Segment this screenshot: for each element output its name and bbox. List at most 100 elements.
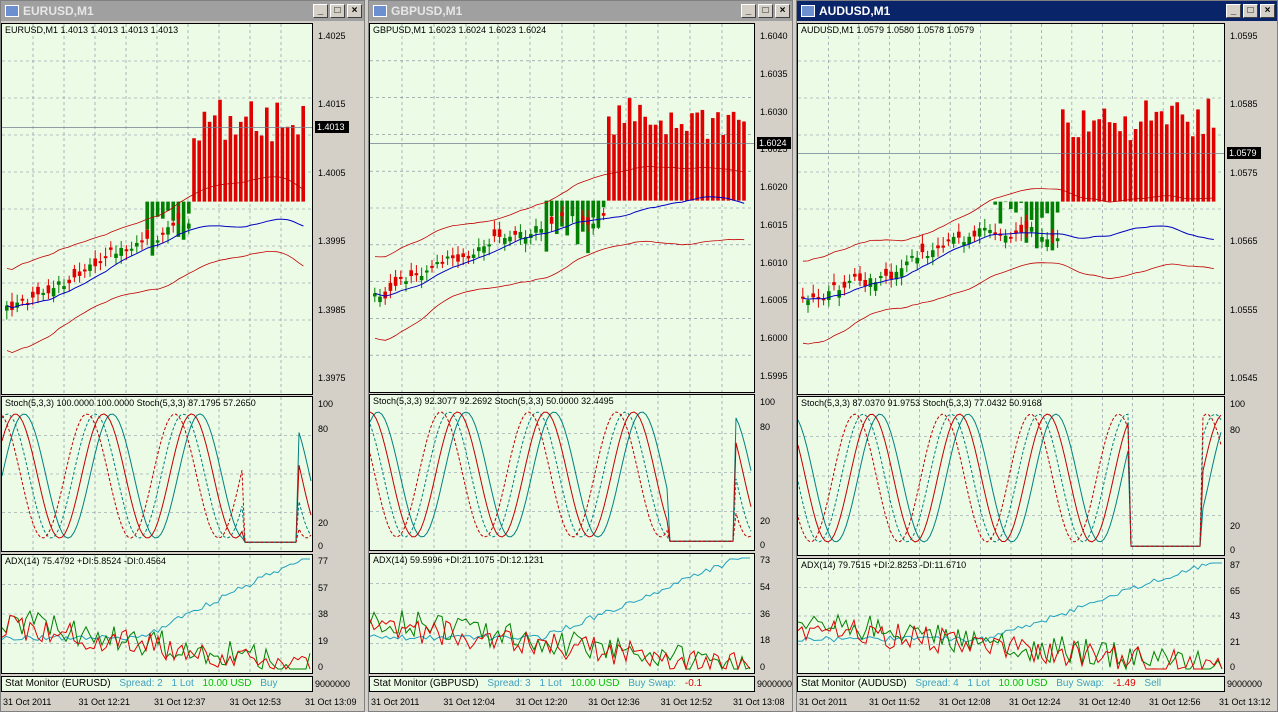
minimize-button[interactable]: _ bbox=[1226, 4, 1241, 18]
maximize-button[interactable]: □ bbox=[330, 4, 345, 18]
spread-value: Spread: 4 bbox=[915, 678, 959, 689]
price-chart-pane[interactable]: AUDUSD,M1 1.0579 1.0580 1.0578 1.0579 bbox=[797, 23, 1225, 395]
candle-body bbox=[440, 261, 445, 264]
price-tick-label: 1.6005 bbox=[760, 295, 788, 306]
window-titlebar[interactable]: EURUSD,M1 _ □ × bbox=[1, 1, 364, 21]
stochastic-tick-label: 80 bbox=[1230, 424, 1241, 435]
time-tick-label: 31 Oct 12:52 bbox=[660, 697, 713, 707]
candle-body bbox=[88, 264, 92, 271]
histogram-bar bbox=[685, 130, 689, 201]
histogram-bar bbox=[1055, 201, 1060, 213]
histogram-bar bbox=[607, 116, 611, 201]
histogram-bar bbox=[1118, 131, 1122, 202]
candle-body bbox=[889, 271, 893, 279]
time-axis[interactable]: 31 Oct 2011 31 Oct 12:04 31 Oct 12:20 31 Oc… bbox=[369, 697, 791, 711]
window-titlebar[interactable]: GBPUSD,M1 _ □ × bbox=[369, 1, 792, 21]
adx-pane[interactable]: ADX(14) 59.5996 +DI:21.1075 -DI:12.1231 bbox=[369, 553, 755, 674]
price-chart-pane[interactable]: EURUSD,M1 1.4013 1.4013 1.4013 1.4013 bbox=[1, 23, 313, 395]
candle-body bbox=[539, 229, 543, 233]
price-tick-label: 1.4025 bbox=[318, 31, 346, 41]
candle-body bbox=[518, 232, 523, 239]
price-axis[interactable]: 1.0595 1.0585 1.0575 1.0565 1.0555 1.0545 1.05… bbox=[1227, 23, 1277, 395]
histogram-bar bbox=[244, 116, 248, 202]
time-axis[interactable]: 31 Oct 2011 31 Oct 11:52 31 Oct 12:08 31 Oc… bbox=[797, 697, 1277, 711]
current-price-label: 1.6024 bbox=[757, 136, 791, 149]
stochastic-pane[interactable]: Stoch(5,3,3) 100.0000 100.0000 Stoch(5,3… bbox=[1, 396, 313, 552]
maximize-button[interactable]: □ bbox=[758, 4, 773, 18]
adx-tick-label: 57 bbox=[318, 582, 329, 593]
adx-tick-label: 65 bbox=[1230, 585, 1241, 596]
price-tick-label: 1.6020 bbox=[760, 182, 788, 193]
histogram-bar bbox=[249, 101, 253, 202]
histogram-bar bbox=[1185, 121, 1190, 202]
adx-axis: 87 65 43 21 0 bbox=[1227, 558, 1277, 674]
price-chart-svg bbox=[370, 24, 754, 392]
histogram-bar bbox=[1076, 137, 1081, 202]
histogram-bar bbox=[1071, 137, 1075, 202]
bollinger-upper-line bbox=[6, 176, 304, 270]
candle-body bbox=[67, 279, 71, 284]
adx-pane[interactable]: ADX(14) 75.4792 +DI:5.8524 -DI:0.4564 bbox=[1, 554, 313, 674]
adx-svg bbox=[798, 559, 1224, 673]
chart-window-gbpusd[interactable]: GBPUSD,M1 _ □ × GBPUSD,M1 1.6023 1.6024 … bbox=[368, 0, 793, 712]
candle-body bbox=[461, 253, 465, 258]
candle-body bbox=[983, 227, 987, 231]
adx-tick-label: 43 bbox=[1230, 611, 1241, 621]
adx-pane[interactable]: ADX(14) 79.7515 +DI:2.8253 -DI:11.6710 bbox=[797, 558, 1225, 674]
maximize-button[interactable]: □ bbox=[1243, 4, 1258, 18]
histogram-bar bbox=[1035, 201, 1039, 249]
moving-average-line bbox=[374, 196, 745, 297]
candle-body bbox=[445, 256, 450, 259]
swap-label: Buy bbox=[260, 678, 278, 689]
price-axis[interactable]: 1.4025 1.4015 1.4005 1.3995 1.3985 1.3975 1.40… bbox=[315, 23, 363, 395]
histogram-bar bbox=[207, 121, 212, 202]
plus-di-line bbox=[370, 610, 751, 671]
candle-body bbox=[456, 254, 460, 262]
time-axis[interactable]: 31 Oct 2011 31 Oct 12:21 31 Oct 12:37 31 Oc… bbox=[1, 697, 363, 711]
histogram-bar bbox=[591, 200, 595, 218]
histogram-bar bbox=[187, 201, 191, 214]
price-chart-pane[interactable]: GBPUSD,M1 1.6023 1.6024 1.6023 1.6024 bbox=[369, 23, 755, 393]
candle-body bbox=[894, 271, 899, 280]
time-tick-label: 31 Oct 12:20 bbox=[515, 697, 568, 707]
histogram-bar bbox=[690, 113, 694, 201]
chart-window-icon bbox=[373, 5, 387, 17]
stochastic-pane[interactable]: Stoch(5,3,3) 87.0370 91.9753 Stoch(5,3,3… bbox=[797, 396, 1225, 556]
stochastic-pane[interactable]: Stoch(5,3,3) 92.3077 92.2692 Stoch(5,3,3… bbox=[369, 394, 755, 551]
candle-body bbox=[962, 242, 966, 246]
close-button[interactable]: × bbox=[775, 4, 790, 18]
histogram-bar bbox=[998, 201, 1003, 224]
close-button[interactable]: × bbox=[347, 4, 362, 18]
price-tick-label: 1.4005 bbox=[318, 167, 346, 178]
candle-body bbox=[487, 244, 491, 247]
bollinger-lower-line bbox=[802, 262, 1214, 345]
time-tick-label: 31 Oct 12:21 bbox=[78, 697, 131, 707]
chart-window-eurusd[interactable]: EURUSD,M1 _ □ × EURUSD,M1 1.4013 1.4013 … bbox=[0, 0, 365, 712]
histogram-bar bbox=[601, 200, 606, 208]
close-button[interactable]: × bbox=[1260, 4, 1275, 18]
histogram-bar bbox=[612, 134, 616, 201]
window-titlebar[interactable]: AUDUSD,M1 _ □ × bbox=[797, 1, 1277, 21]
minimize-button[interactable]: _ bbox=[741, 4, 756, 18]
histogram-bar bbox=[633, 121, 637, 201]
histogram-bar bbox=[1003, 201, 1008, 203]
candle-body bbox=[1045, 239, 1049, 248]
time-tick-label: 31 Oct 12:37 bbox=[154, 697, 206, 707]
candle-body bbox=[565, 217, 569, 224]
histogram-bar bbox=[150, 201, 155, 256]
price-axis[interactable]: 1.6040 1.6035 1.6030 1.6025 1.6020 1.6015 1.60… bbox=[757, 23, 793, 393]
price-tick-label: 1.4015 bbox=[318, 99, 346, 110]
histogram-bar bbox=[259, 135, 264, 202]
candle-body bbox=[399, 277, 403, 280]
candle-body bbox=[36, 286, 40, 295]
histogram-bar bbox=[627, 98, 632, 201]
candle-body bbox=[806, 300, 810, 306]
minimize-button[interactable]: _ bbox=[313, 4, 328, 18]
histogram-bar bbox=[1092, 120, 1096, 202]
time-tick-label: 31 Oct 2011 bbox=[799, 697, 848, 707]
chart-window-audusd[interactable]: AUDUSD,M1 _ □ × AUDUSD,M1 1.0579 1.0580 … bbox=[796, 0, 1278, 712]
time-tick-label: 31 Oct 2011 bbox=[3, 697, 52, 707]
price-chart-svg bbox=[2, 24, 312, 394]
histogram-bar bbox=[1045, 201, 1049, 214]
window-title: GBPUSD,M1 bbox=[391, 4, 463, 18]
